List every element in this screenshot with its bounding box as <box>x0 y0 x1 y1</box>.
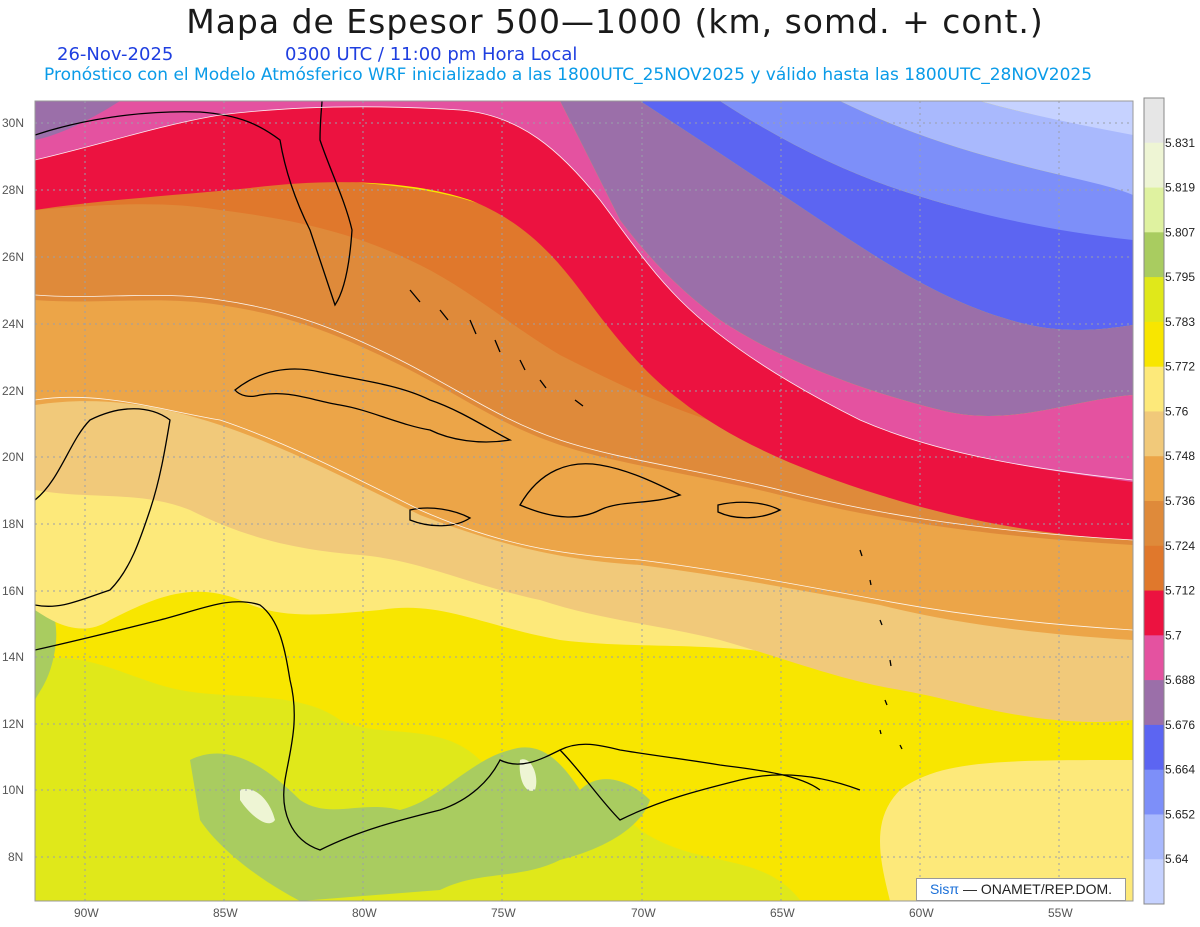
colorbar-tick-label: 5.688 <box>1165 673 1195 687</box>
credit-text: — ONAMET/REP.DOM. <box>959 881 1113 897</box>
coast-jamaica <box>409 507 472 527</box>
colorbar-tick-label: 5.724 <box>1165 539 1195 553</box>
colorbar-tick-label: 5.831 <box>1165 136 1195 150</box>
colorbar-tick-label: 5.795 <box>1165 270 1195 284</box>
band-5700 <box>35 101 1133 482</box>
colorbar-tick-label: 5.676 <box>1165 718 1195 732</box>
colorbar-swatch <box>1144 277 1164 323</box>
forecast-date: 26-Nov-2025 <box>57 44 174 65</box>
colorbar-tick-label: 5.807 <box>1165 225 1195 239</box>
colorbar-swatch <box>1144 366 1164 412</box>
colorbar-swatch <box>1144 411 1164 457</box>
coast-central-america <box>35 601 821 851</box>
lat-label: 8N <box>8 850 23 864</box>
credit-box: Sisπ — ONAMET/REP.DOM. <box>916 878 1126 901</box>
colorbar-swatch <box>1144 680 1164 726</box>
colorbar-swatch <box>1144 724 1164 771</box>
colorbar-tick-label: 5.652 <box>1165 807 1195 821</box>
lat-label: 18N <box>2 517 24 531</box>
bahamas <box>409 289 584 407</box>
coast-cuba <box>234 368 513 443</box>
band-5724 <box>35 179 1133 491</box>
map-title: Mapa de Espesor 500—1000 (km, somd. + co… <box>186 2 1044 41</box>
colorbar-tick-label: 5.76 <box>1165 404 1189 418</box>
colorbar-swatch <box>1144 769 1164 815</box>
colorbar-swatch <box>1144 456 1164 502</box>
lon-label: 70W <box>631 906 656 920</box>
lon-label: 90W <box>74 906 99 920</box>
lon-label: 60W <box>909 906 934 920</box>
colorbar-swatch <box>1144 98 1164 144</box>
colorbar-swatch <box>1144 635 1164 681</box>
graticule <box>35 101 1133 901</box>
colorbar: 5.831 5.819 5.807 5.795 5.783 5.772 5.76 5.748 5… <box>1143 97 1195 905</box>
lat-label: 16N <box>2 584 24 598</box>
forecast-time: 0300 UTC / 11:00 pm Hora Local <box>285 44 578 65</box>
coast-venezuela <box>559 749 861 821</box>
colorbar-tick-label: 5.819 <box>1165 181 1195 195</box>
longitude-labels: 90W 85W 80W 75W 70W 65W 60W 55W <box>74 906 1073 920</box>
band-5748 <box>35 295 1133 640</box>
colorbar-swatch <box>1144 590 1164 636</box>
lon-label: 85W <box>213 906 238 920</box>
colorbar-swatch <box>1144 142 1164 189</box>
lat-label: 26N <box>2 250 24 264</box>
band-5760 <box>35 397 1133 723</box>
green-patch-west <box>35 599 57 700</box>
band-5819 <box>240 759 537 824</box>
lat-label: 14N <box>2 650 24 664</box>
lon-label: 75W <box>491 906 516 920</box>
lon-label: 55W <box>1048 906 1073 920</box>
colorbar-swatch <box>1144 321 1164 368</box>
colorbar-swatch <box>1144 814 1164 860</box>
band-5640 <box>980 101 1133 135</box>
colorbar-tick-label: 5.7 <box>1165 628 1182 642</box>
colorbar-tick-label: 5.712 <box>1165 584 1195 598</box>
shaded-thickness-field <box>35 101 1133 901</box>
colorbar-swatch <box>1144 859 1164 905</box>
colorbar-tick-label: 5.748 <box>1165 449 1195 463</box>
lesser-antilles <box>859 549 903 750</box>
lat-label: 28N <box>2 183 24 197</box>
band-5652 <box>840 101 1133 195</box>
coast-hispaniola <box>519 463 682 518</box>
coastlines <box>35 101 903 851</box>
lat-label: 30N <box>2 116 24 130</box>
colorbar-tick-label: 5.783 <box>1165 315 1195 329</box>
thickness-contours <box>35 106 1133 631</box>
band-5664 <box>720 101 1133 240</box>
colorbar-tick-label: 5.736 <box>1165 494 1195 508</box>
lat-label: 12N <box>2 717 24 731</box>
lon-label: 65W <box>770 906 795 920</box>
coast-yucatan <box>35 408 171 607</box>
coast-florida <box>35 101 353 307</box>
colorbar-swatch <box>1144 545 1164 592</box>
lat-label: 20N <box>2 450 24 464</box>
band-5712 <box>35 106 1133 540</box>
colorbar-tick-label: 5.772 <box>1165 360 1195 374</box>
plot-frame <box>34 100 1134 902</box>
band-5688 <box>35 101 1133 416</box>
latitude-labels: 30N 28N 26N 24N 22N 20N 18N 16N 14N 12N … <box>2 116 24 864</box>
band-5676 <box>640 101 1133 330</box>
lon-label: 80W <box>352 906 377 920</box>
colorbar-swatch <box>1144 501 1164 547</box>
sispi-logo: Sisπ <box>929 881 960 897</box>
colorbar-swatch <box>1144 187 1164 233</box>
colorbar-swatch <box>1144 232 1164 278</box>
lat-label: 10N <box>2 783 24 797</box>
lat-label: 22N <box>2 384 24 398</box>
colorbar-tick-label: 5.664 <box>1165 763 1195 777</box>
lat-label: 24N <box>2 317 24 331</box>
model-info-line: Pronóstico con el Modelo Atmósferico WRF… <box>44 65 1093 85</box>
coast-puerto-rico <box>717 501 782 519</box>
colorbar-tick-label: 5.64 <box>1165 852 1189 866</box>
colorbar-frame <box>1143 97 1165 905</box>
